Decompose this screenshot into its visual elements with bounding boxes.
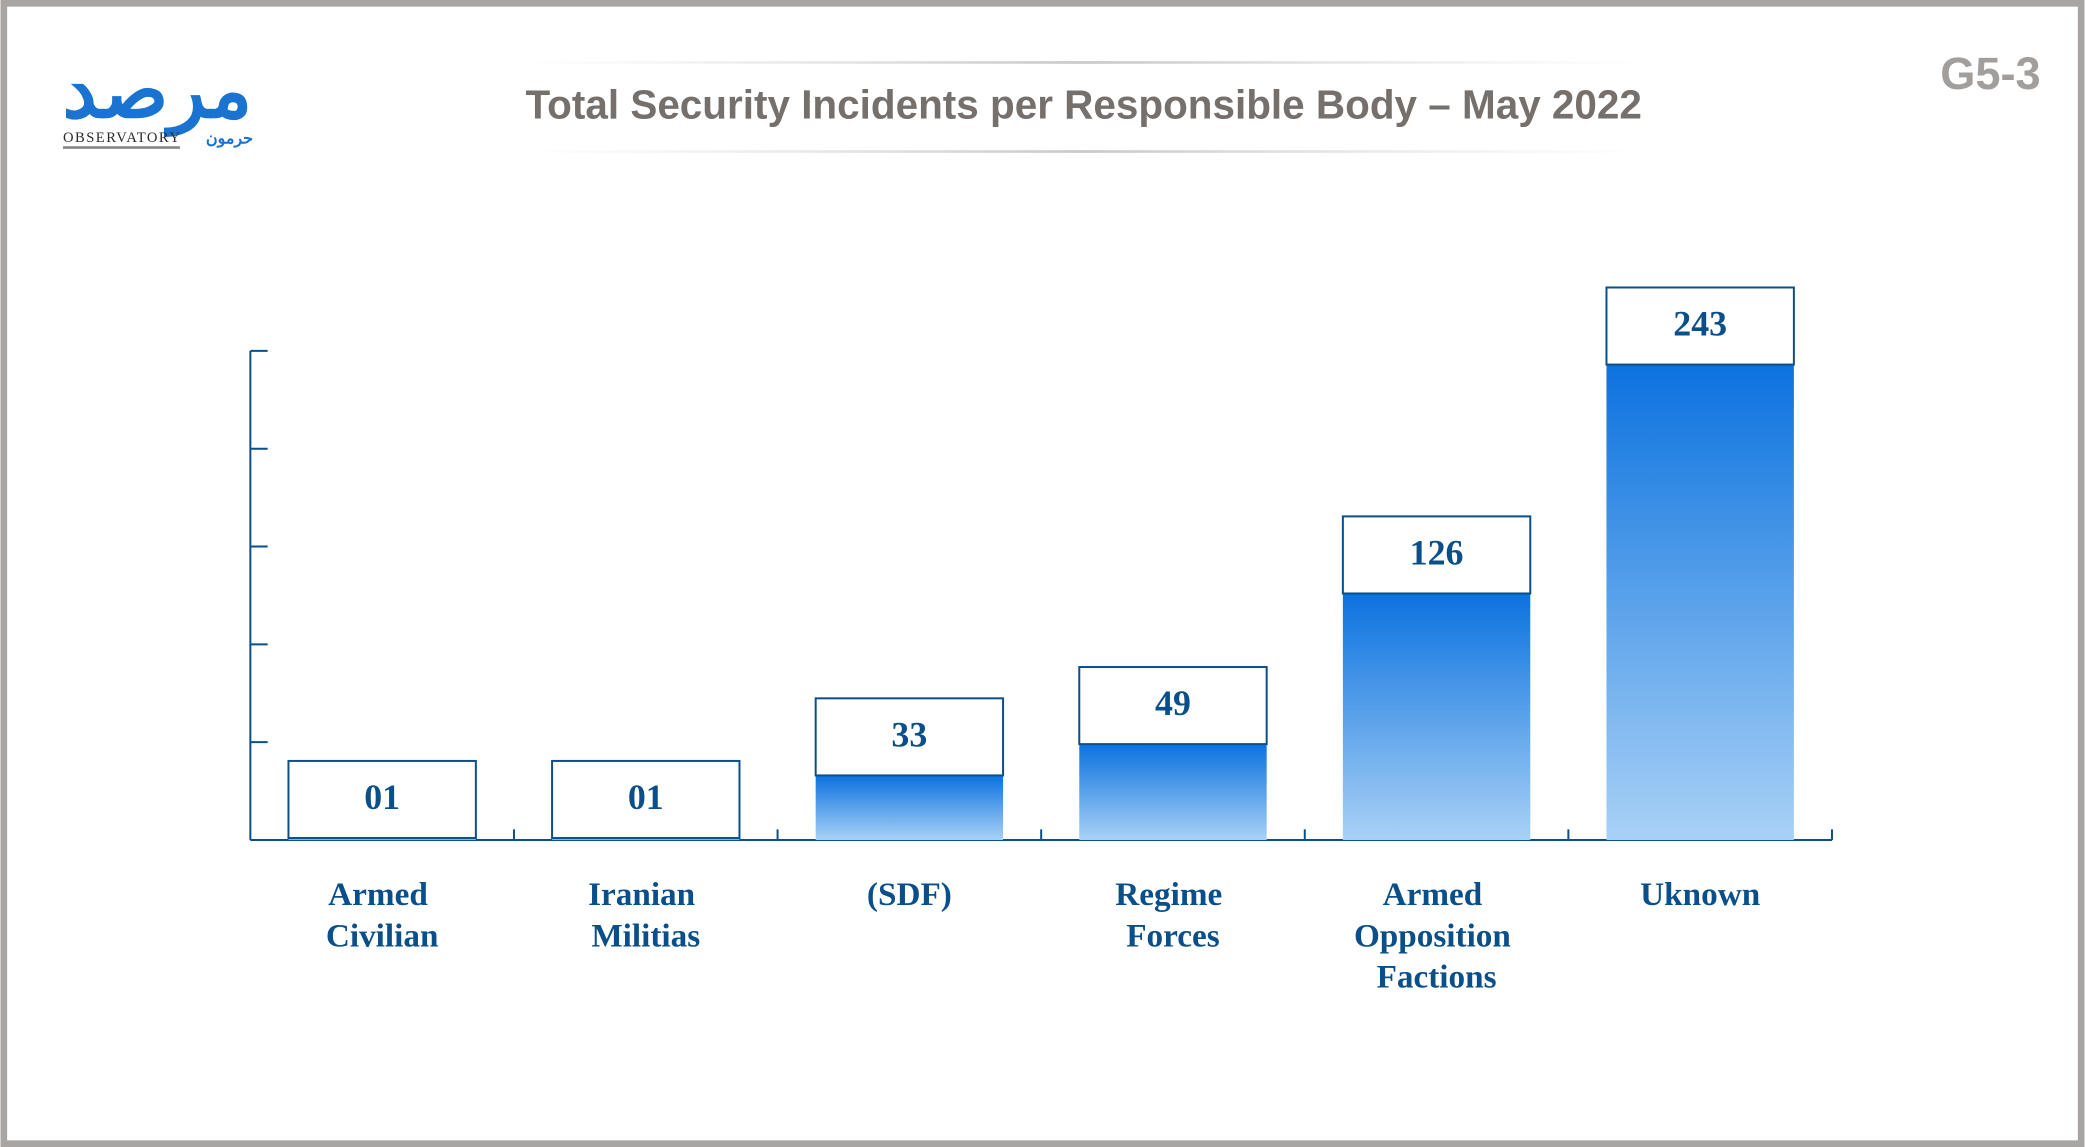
value-label-box [1078,666,1268,746]
title-rule [518,150,1649,153]
logo-latin: OBSERVATORY [63,130,180,146]
logo-sub: حرمون [206,131,253,149]
value-label-box [1605,286,1795,366]
logo-rule [62,146,180,149]
logo: مرصد OBSERVATORY حرمون [62,48,253,149]
value-label: 33 [891,714,927,754]
x-tick-label: (SDF) [867,876,952,913]
value-label-box [287,759,477,840]
value-label: 243 [1673,304,1727,344]
value-label: 126 [1410,532,1464,572]
x-tick-label: Regime Forces [1115,876,1230,954]
chart-title: Total Security Incidents per Responsible… [525,82,1641,128]
page-code: G5-3 [1940,48,2040,99]
title-rule [518,61,1649,64]
value-label: 49 [1155,683,1191,723]
x-tick-label: Uknown [1640,876,1760,913]
bar [815,775,1004,840]
x-tick-label: Armed Opposition Factions [1354,876,1519,995]
bar [1606,364,1794,840]
value-label-box [1341,515,1532,595]
value-label-box [814,697,1005,777]
x-tick-label: Iranian Militias [588,876,703,954]
x-tick-label: Armed Civilian [326,876,439,954]
bar [1079,744,1267,840]
value-label: 01 [364,777,400,817]
bar [1342,593,1531,840]
value-label-box [551,759,741,840]
logo-arabic: مرصد [62,48,252,138]
value-label: 01 [628,777,664,817]
